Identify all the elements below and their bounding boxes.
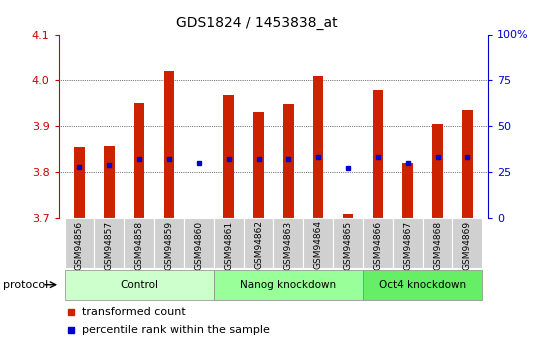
Bar xyxy=(184,218,214,268)
Bar xyxy=(124,218,154,268)
Bar xyxy=(104,146,114,218)
Bar xyxy=(94,218,124,268)
Bar xyxy=(432,124,442,218)
Text: GSM94869: GSM94869 xyxy=(463,220,472,270)
Bar xyxy=(223,95,234,218)
Bar xyxy=(283,104,294,218)
Bar xyxy=(244,218,273,268)
Bar xyxy=(303,218,333,268)
Text: GSM94864: GSM94864 xyxy=(314,220,323,269)
Bar xyxy=(363,218,393,268)
Text: GSM94863: GSM94863 xyxy=(284,220,293,270)
Bar xyxy=(65,218,94,268)
Text: Control: Control xyxy=(120,280,158,290)
Text: GSM94865: GSM94865 xyxy=(344,220,353,270)
Bar xyxy=(65,270,214,300)
Bar xyxy=(163,71,174,218)
Text: GSM94868: GSM94868 xyxy=(433,220,442,270)
Bar xyxy=(333,218,363,268)
Text: protocol: protocol xyxy=(3,280,48,290)
Text: GSM94862: GSM94862 xyxy=(254,220,263,269)
Bar xyxy=(273,218,303,268)
Text: Oct4 knockdown: Oct4 knockdown xyxy=(379,280,466,290)
Bar xyxy=(134,103,145,218)
Bar xyxy=(402,163,413,218)
Bar xyxy=(343,214,353,218)
Text: GSM94859: GSM94859 xyxy=(165,220,174,270)
Bar xyxy=(453,218,482,268)
Bar xyxy=(373,90,383,218)
Text: GSM94866: GSM94866 xyxy=(373,220,382,270)
Bar xyxy=(253,112,264,218)
Text: GDS1824 / 1453838_at: GDS1824 / 1453838_at xyxy=(176,16,338,30)
Text: transformed count: transformed count xyxy=(82,307,186,317)
Text: GSM94857: GSM94857 xyxy=(105,220,114,270)
Bar xyxy=(363,270,482,300)
Text: Nanog knockdown: Nanog knockdown xyxy=(240,280,336,290)
Text: GSM94860: GSM94860 xyxy=(194,220,203,270)
Bar xyxy=(154,218,184,268)
Bar xyxy=(393,218,422,268)
Text: percentile rank within the sample: percentile rank within the sample xyxy=(82,325,270,335)
Bar xyxy=(214,270,363,300)
Text: GSM94856: GSM94856 xyxy=(75,220,84,270)
Bar xyxy=(422,218,453,268)
Bar xyxy=(462,110,473,218)
Bar xyxy=(214,218,244,268)
Text: GSM94858: GSM94858 xyxy=(134,220,143,270)
Bar xyxy=(74,147,85,218)
Bar xyxy=(313,76,324,218)
Text: GSM94867: GSM94867 xyxy=(403,220,412,270)
Text: GSM94861: GSM94861 xyxy=(224,220,233,270)
